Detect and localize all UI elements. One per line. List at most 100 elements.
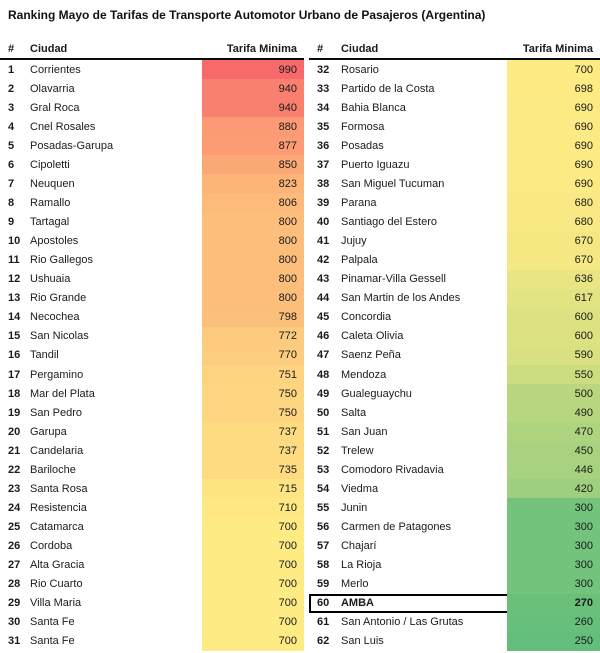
rank-cell: 25: [8, 521, 21, 534]
table-row: 45 Concordia 600: [309, 307, 600, 327]
table-row: 34 Bahia Blanca 690: [309, 98, 600, 118]
rank-cell: 23: [8, 482, 21, 495]
city-cell: Ushuaia: [30, 273, 71, 286]
fare-cell: 700: [201, 631, 304, 651]
fare-cell: 737: [201, 441, 304, 461]
fare-cell: 880: [201, 117, 304, 137]
table-row: 39 Parana 680: [309, 193, 600, 213]
rank-cell: 51: [316, 425, 330, 438]
rank-cell: 22: [8, 463, 21, 476]
city-cell: Santa Fe: [30, 616, 75, 629]
fare-cell: 670: [507, 231, 600, 251]
city-cell: Neuquen: [30, 177, 75, 190]
table-row: 62 San Luis 250: [309, 631, 600, 651]
rank-cell: 58: [316, 559, 330, 572]
table-row: 15 San Nicolas 772: [0, 326, 304, 346]
table-right-header: # Ciudad Tarifa Minima: [308, 40, 600, 60]
city-cell: Salta: [340, 406, 367, 419]
fare-cell: 446: [507, 460, 600, 480]
rank-cell: 9: [8, 216, 15, 229]
city-cell: Partido de la Costa: [340, 82, 435, 95]
city-cell: Mendoza: [340, 368, 387, 381]
city-cell: Comodoro Rivadavia: [340, 463, 444, 476]
rank-cell: 47: [316, 349, 330, 362]
rank-cell: 10: [8, 235, 21, 248]
city-cell: Santiago del Estero: [340, 216, 437, 229]
table-row: 18 Mar del Plata 750: [0, 384, 304, 404]
table-row: 53 Comodoro Rivadavia 446: [309, 460, 600, 480]
fare-cell: 715: [201, 479, 304, 499]
table-row: 58 La Rioja 300: [309, 555, 600, 575]
city-cell: Gualeguaychu: [340, 387, 412, 400]
fare-cell: 690: [507, 136, 600, 156]
fare-cell: 798: [201, 307, 304, 327]
fare-cell: 737: [201, 422, 304, 442]
table-row: 50 Salta 490: [309, 403, 600, 423]
table-right-body: 32 Rosario 700 33 Partido de la Costa 698 34 Ba…: [309, 60, 600, 651]
city-cell: Candelaria: [30, 444, 84, 457]
table-row: 38 San Miguel Tucuman 690: [309, 174, 600, 194]
city-cell: Junin: [340, 501, 368, 514]
rank-cell: 3: [8, 101, 15, 114]
table-row: 57 Chajarí 300: [309, 536, 600, 556]
city-cell: San Luis: [340, 635, 384, 648]
rank-column-header: #: [316, 43, 324, 55]
city-cell: Villa Maria: [30, 597, 82, 610]
city-cell: Saenz Peña: [340, 349, 401, 362]
table-row: 11 Rio Gallegos 800: [0, 250, 304, 270]
city-cell: San Miguel Tucuman: [340, 177, 445, 190]
city-cell: Apostoles: [30, 235, 79, 248]
table-row: 6 Cipoletti 850: [0, 155, 304, 175]
fare-cell: 698: [507, 79, 600, 99]
rank-cell: 53: [316, 463, 330, 476]
rank-cell: 60: [316, 597, 330, 610]
fare-cell: 800: [201, 212, 304, 232]
rank-cell: 24: [8, 501, 21, 514]
rank-cell: 45: [316, 311, 330, 324]
city-cell: Tartagal: [30, 216, 70, 229]
city-cell: La Rioja: [340, 559, 382, 572]
city-cell: San Martin de los Andes: [340, 292, 461, 305]
rank-cell: 14: [8, 311, 21, 324]
rank-cell: 21: [8, 444, 21, 457]
city-cell: Santa Rosa: [30, 482, 88, 495]
table-row: 3 Gral Roca 940: [0, 98, 304, 118]
fare-cell: 617: [507, 288, 600, 308]
rank-cell: 17: [8, 368, 21, 381]
rank-cell: 19: [8, 406, 21, 419]
rank-cell: 11: [8, 254, 20, 267]
city-cell: Cnel Rosales: [30, 120, 96, 133]
fare-cell: 735: [201, 460, 304, 480]
table-row: 9 Tartagal 800: [0, 212, 304, 232]
city-cell: Formosa: [340, 120, 385, 133]
fare-cell: 700: [201, 517, 304, 537]
fare-cell: 800: [201, 250, 304, 270]
rank-cell: 12: [8, 273, 21, 286]
rank-cell: 5: [8, 139, 15, 152]
city-cell: Bariloche: [30, 463, 76, 476]
table-row: 12 Ushuaia 800: [0, 269, 304, 289]
rank-cell: 16: [8, 349, 21, 362]
rank-cell: 33: [316, 82, 330, 95]
table-row-highlighted: 60 AMBA 270: [309, 593, 600, 613]
fare-cell: 770: [201, 345, 304, 365]
table-row: 29 Villa Maria 700: [0, 593, 304, 613]
table-row: 31 Santa Fe 700: [0, 631, 304, 651]
city-cell: Pinamar-Villa Gessell: [340, 273, 446, 286]
rank-cell: 61: [316, 616, 330, 629]
city-cell: Parana: [340, 196, 377, 209]
fare-cell: 750: [201, 384, 304, 404]
rank-cell: 1: [8, 63, 15, 76]
rank-cell: 7: [8, 177, 15, 190]
city-cell: Santa Fe: [30, 635, 75, 648]
rank-cell: 40: [316, 216, 330, 229]
city-cell: Alta Gracia: [30, 559, 85, 572]
rank-cell: 55: [316, 501, 330, 514]
rank-cell: 46: [316, 330, 330, 343]
rank-cell: 54: [316, 482, 330, 495]
city-cell: Jujuy: [340, 235, 367, 248]
fare-cell: 700: [201, 574, 304, 594]
fare-cell: 300: [507, 498, 600, 518]
tables-container: # Ciudad Tarifa Minima 1 Corrientes 990 2 Ol…: [0, 40, 600, 653]
